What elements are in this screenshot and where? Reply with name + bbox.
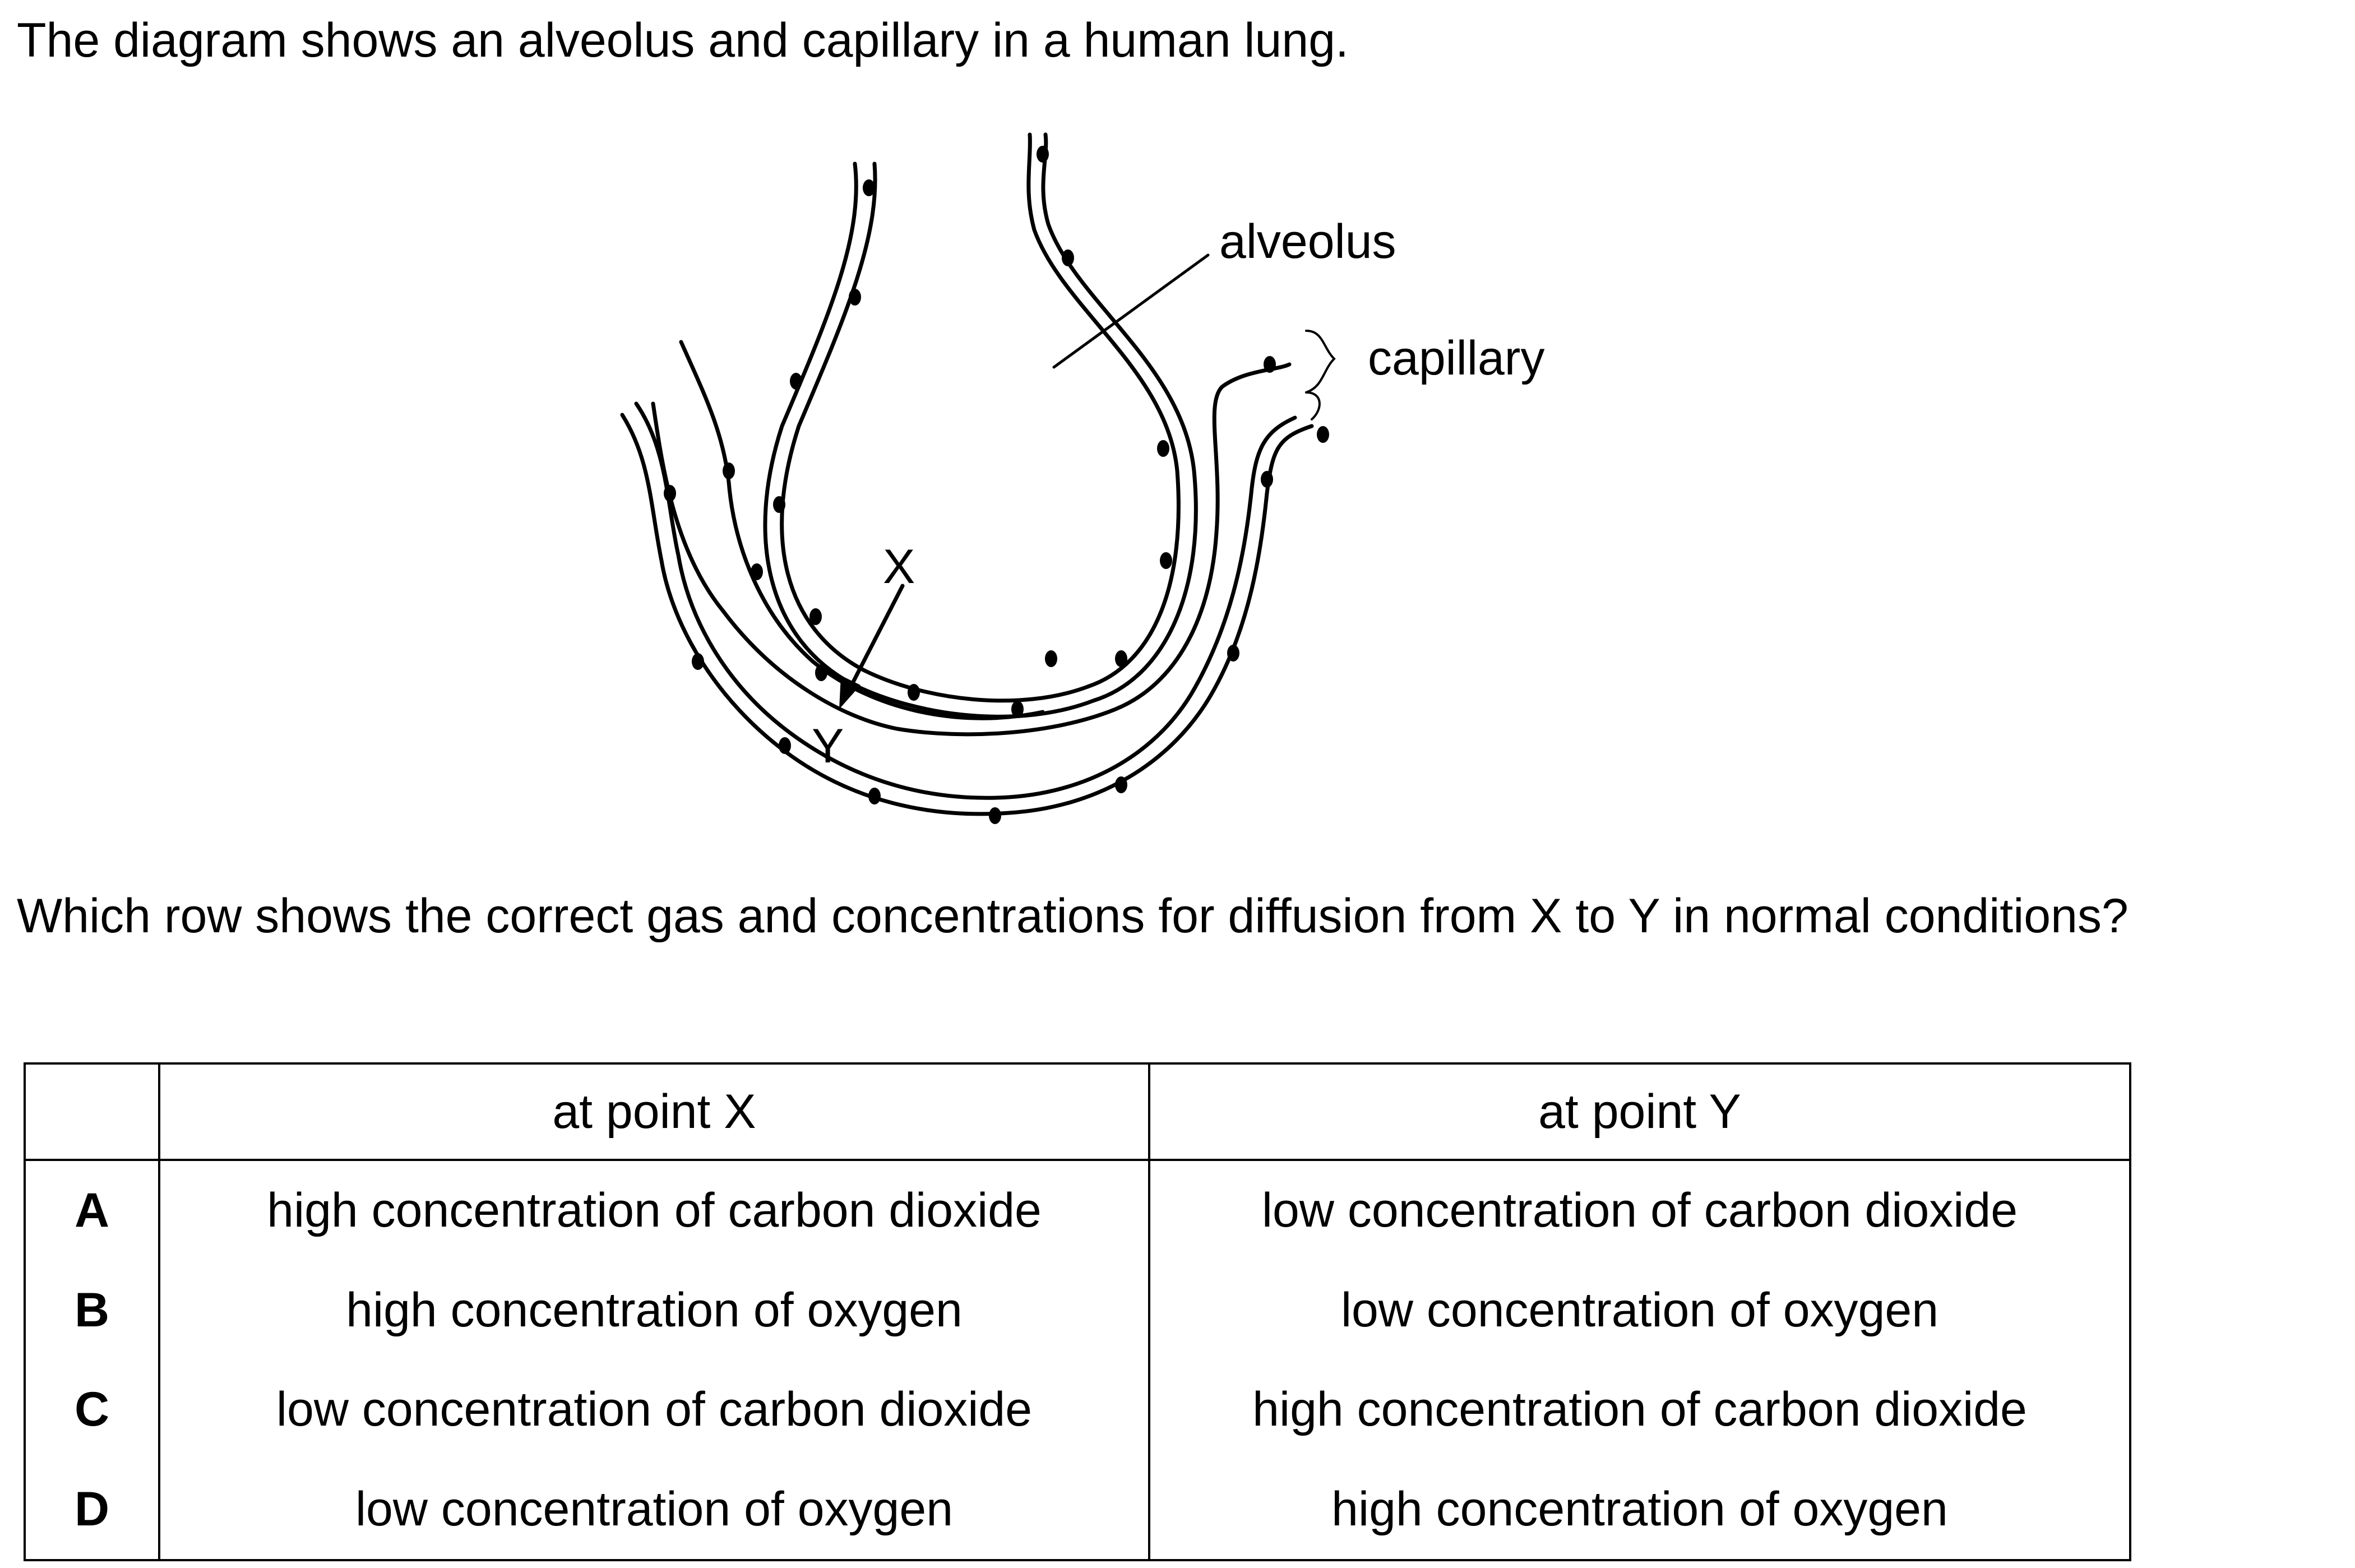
capillary-label: capillary xyxy=(1368,331,1544,385)
alveolus-leader-line xyxy=(1052,253,1210,369)
point-y-label: Y xyxy=(812,719,844,773)
cell-point-x: low concentration of carbon dioxide xyxy=(158,1359,1150,1460)
cell-point-y: low concentration of carbon dioxide xyxy=(1148,1160,2131,1261)
intro-text: The diagram shows an alveolus and capill… xyxy=(17,13,1349,67)
cell-point-x: high concentration of oxygen xyxy=(158,1260,1150,1360)
capillary-wall-inner-b xyxy=(679,340,1045,720)
table-row: B high concentration of oxygen low conce… xyxy=(24,1260,2131,1360)
alveolus-capillary-diagram: alveolus capillary X Y xyxy=(620,132,1544,824)
question-text: Which row shows the correct gas and conc… xyxy=(17,889,2129,943)
row-key: C xyxy=(24,1359,160,1460)
header-point-y: at point Y xyxy=(1148,1062,2131,1161)
cell-point-x: high concentration of carbon dioxide xyxy=(158,1160,1150,1261)
capillary-wall-outer-b xyxy=(634,401,1297,800)
alveolus-wall-inner xyxy=(780,132,1181,703)
cell-point-y: low concentration of oxygen xyxy=(1148,1260,2131,1360)
cell-point-y: high concentration of oxygen xyxy=(1148,1459,2131,1561)
table-row: A high concentration of carbon dioxide l… xyxy=(24,1160,2131,1261)
point-x-label: X xyxy=(883,540,915,594)
row-key: A xyxy=(24,1160,160,1261)
row-key: D xyxy=(24,1459,160,1561)
alveolus-label: alveolus xyxy=(1219,215,1396,269)
cell-point-x: low concentration of oxygen xyxy=(158,1459,1150,1561)
arrow-x-to-y xyxy=(847,584,905,692)
alveolus-wall-outer xyxy=(763,132,1198,719)
arrow-head xyxy=(839,676,860,709)
header-point-x: at point X xyxy=(158,1062,1150,1161)
answer-table: at point X at point Y A high concentrati… xyxy=(24,1062,2131,1561)
table-row: D low concentration of oxygen high conce… xyxy=(24,1459,2131,1561)
table-row: C low concentration of carbon dioxide hi… xyxy=(24,1359,2131,1460)
capillary-bracket xyxy=(1305,330,1336,394)
header-key xyxy=(24,1062,160,1161)
cell-point-y: high concentration of carbon dioxide xyxy=(1148,1359,2131,1460)
row-key: B xyxy=(24,1260,160,1360)
capillary-wall-inner-a xyxy=(651,362,1292,737)
table-header-row: at point X at point Y xyxy=(24,1062,2131,1161)
